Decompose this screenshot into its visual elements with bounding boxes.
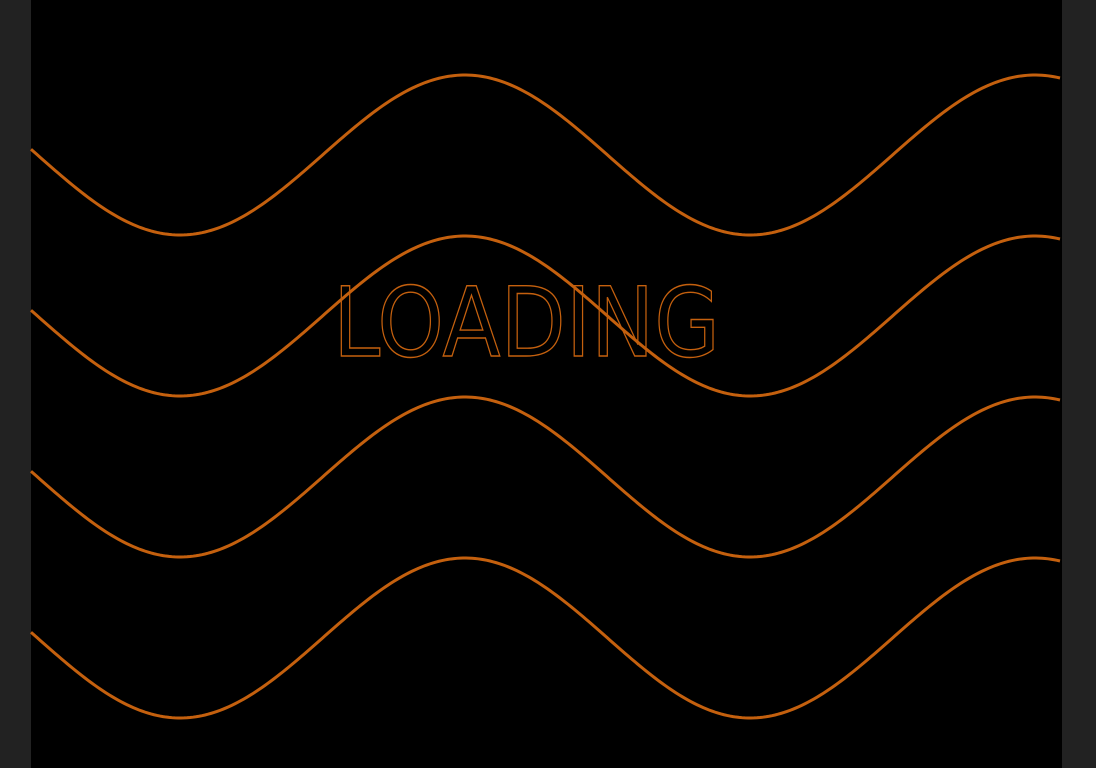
wave bbox=[30, 395, 1061, 559]
wave bbox=[30, 556, 1061, 720]
waves bbox=[30, 73, 1061, 720]
wave bbox=[30, 73, 1061, 237]
viewport bbox=[31, 0, 1062, 768]
loading-text: LOADING bbox=[333, 267, 720, 379]
wave bbox=[30, 234, 1061, 398]
